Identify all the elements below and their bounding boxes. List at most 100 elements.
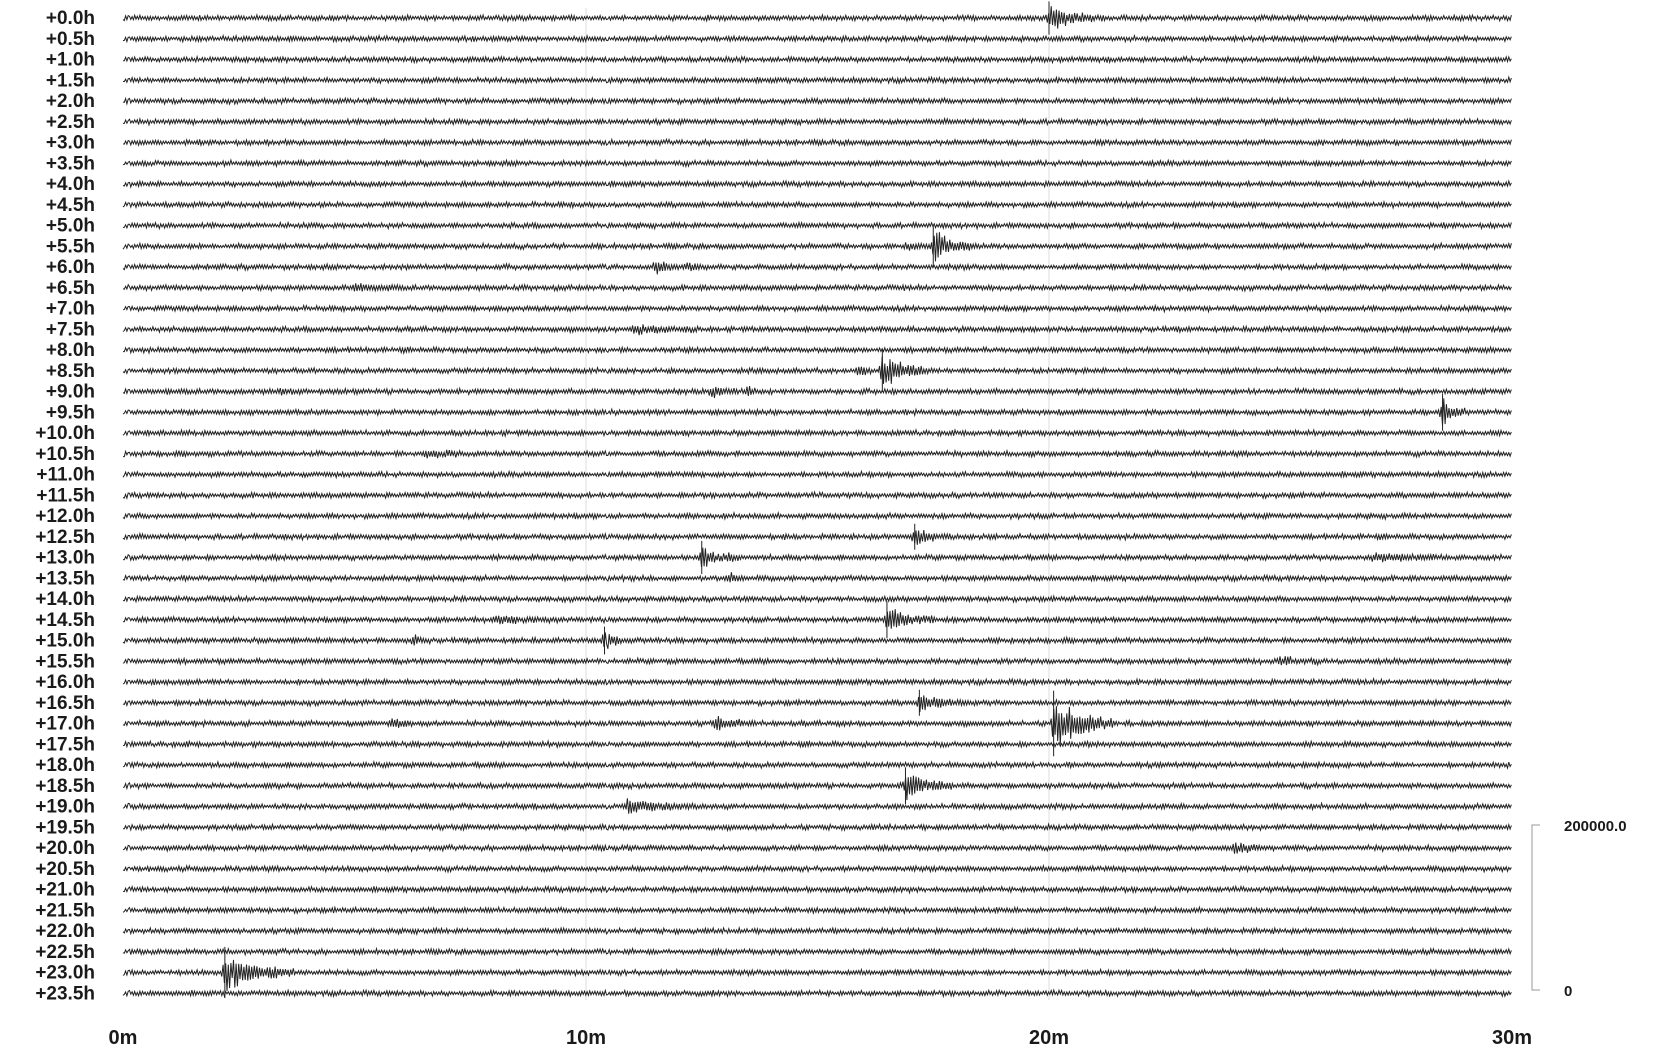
row-label: +0.5h bbox=[46, 29, 95, 50]
row-label: +4.5h bbox=[46, 195, 95, 216]
trace-row bbox=[122, 199, 1512, 210]
row-label: +15.0h bbox=[35, 631, 95, 652]
row-label: +5.5h bbox=[46, 236, 95, 257]
row-label: +17.5h bbox=[35, 734, 95, 755]
trace-row bbox=[122, 529, 1512, 545]
trace-row bbox=[122, 428, 1512, 438]
row-label: +3.0h bbox=[46, 133, 95, 154]
trace-row bbox=[122, 303, 1512, 314]
row-label: +11.5h bbox=[36, 485, 95, 506]
trace-row bbox=[122, 656, 1512, 667]
trace-row bbox=[122, 490, 1512, 501]
trace-row bbox=[122, 905, 1512, 916]
trace-row bbox=[122, 884, 1512, 895]
x-tick-label: 10m bbox=[566, 1027, 606, 1049]
trace-row bbox=[122, 739, 1512, 750]
scale-bottom-label: 0 bbox=[1564, 983, 1572, 1000]
row-label: +11.0h bbox=[36, 465, 95, 486]
amplitude-scale-bar bbox=[1531, 824, 1540, 991]
row-label: +1.5h bbox=[46, 70, 95, 91]
row-label: +17.0h bbox=[35, 714, 95, 735]
trace-row bbox=[122, 6, 1512, 29]
scale-top-label: 200000.0 bbox=[1564, 818, 1627, 835]
row-label: +13.0h bbox=[35, 548, 95, 569]
seismogram-traces bbox=[122, 1, 1512, 999]
trace-row bbox=[122, 356, 1512, 384]
trace-row bbox=[122, 137, 1512, 148]
trace-row bbox=[122, 695, 1512, 712]
trace-row bbox=[122, 220, 1512, 231]
row-time-labels: +0.0h+0.5h+1.0h+1.5h+2.0h+2.5h+3.0h+3.5h… bbox=[35, 8, 95, 1004]
row-label: +12.0h bbox=[35, 506, 95, 527]
trace-row bbox=[122, 706, 1512, 745]
trace-row bbox=[122, 398, 1512, 426]
row-label: +2.5h bbox=[46, 112, 95, 133]
trace-row bbox=[122, 759, 1512, 770]
row-label: +3.5h bbox=[46, 153, 95, 174]
trace-row bbox=[123, 822, 1512, 833]
trace-row bbox=[122, 232, 1512, 262]
row-label: +1.0h bbox=[46, 50, 95, 71]
trace-row bbox=[123, 448, 1512, 459]
row-label: +8.5h bbox=[46, 361, 95, 382]
row-label: +4.0h bbox=[46, 174, 95, 195]
row-label: +9.0h bbox=[46, 382, 95, 403]
row-label: +16.0h bbox=[35, 672, 95, 693]
trace-row bbox=[122, 547, 1512, 568]
row-label: +6.5h bbox=[46, 278, 95, 299]
row-label: +7.5h bbox=[46, 319, 95, 340]
row-label: +16.5h bbox=[35, 693, 95, 714]
row-label: +14.0h bbox=[35, 589, 95, 610]
trace-row bbox=[122, 609, 1512, 629]
trace-row bbox=[122, 842, 1512, 854]
trace-row bbox=[122, 988, 1512, 999]
trace-row bbox=[122, 386, 1512, 399]
row-label: +18.5h bbox=[35, 776, 95, 797]
trace-row bbox=[123, 345, 1512, 356]
row-label: +14.5h bbox=[35, 610, 95, 631]
trace-row bbox=[122, 572, 1512, 584]
row-label: +22.0h bbox=[35, 921, 95, 942]
trace-row bbox=[122, 676, 1512, 687]
trace-row bbox=[122, 959, 1512, 992]
trace-row bbox=[122, 798, 1512, 814]
row-label: +2.0h bbox=[46, 91, 95, 112]
x-tick-label: 20m bbox=[1029, 1027, 1069, 1049]
row-label: +22.5h bbox=[35, 942, 95, 963]
x-tick-label: 0m bbox=[109, 1027, 138, 1049]
row-label: +13.5h bbox=[35, 568, 95, 589]
row-label: +5.0h bbox=[46, 216, 95, 237]
row-label: +15.5h bbox=[35, 651, 95, 672]
row-label: +10.5h bbox=[35, 444, 95, 465]
trace-row bbox=[122, 510, 1512, 521]
row-label: +21.5h bbox=[35, 900, 95, 921]
trace-row bbox=[122, 158, 1512, 169]
row-label: +10.0h bbox=[35, 423, 95, 444]
trace-row bbox=[122, 261, 1512, 275]
trace-row bbox=[122, 593, 1512, 604]
row-label: +9.5h bbox=[46, 402, 95, 423]
row-label: +0.0h bbox=[46, 8, 95, 29]
vertical-gridlines bbox=[585, 8, 1050, 1000]
trace-row bbox=[122, 96, 1512, 106]
trace-row bbox=[122, 469, 1512, 480]
trace-row bbox=[122, 946, 1512, 957]
trace-row bbox=[122, 632, 1512, 649]
row-label: +21.0h bbox=[35, 880, 95, 901]
trace-row bbox=[122, 178, 1512, 189]
row-label: +7.0h bbox=[46, 299, 95, 320]
trace-row bbox=[122, 116, 1512, 127]
amplitude-scale: 200000.0 0 bbox=[1531, 818, 1627, 1000]
row-label: +23.0h bbox=[35, 963, 95, 984]
x-axis-tick-labels: 0m 10m 20m 30m bbox=[109, 1027, 1532, 1049]
trace-row bbox=[122, 324, 1512, 336]
row-label: +8.0h bbox=[46, 340, 95, 361]
row-label: +6.0h bbox=[46, 257, 95, 278]
row-label: +18.0h bbox=[35, 755, 95, 776]
row-label: +12.5h bbox=[35, 527, 95, 548]
row-label: +19.0h bbox=[35, 797, 95, 818]
trace-row bbox=[122, 282, 1512, 293]
row-label: +20.5h bbox=[35, 859, 95, 880]
row-label: +19.5h bbox=[35, 817, 95, 838]
